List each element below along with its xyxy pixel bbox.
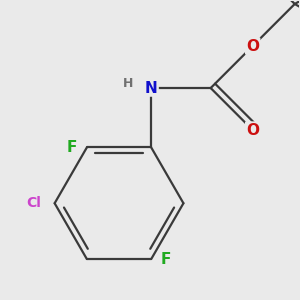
Text: F: F [161,251,171,266]
Text: H: H [122,76,133,90]
Text: F: F [67,140,77,155]
Text: O: O [246,38,259,53]
Text: O: O [246,123,259,138]
Text: N: N [145,80,158,95]
Text: Cl: Cl [26,196,41,210]
